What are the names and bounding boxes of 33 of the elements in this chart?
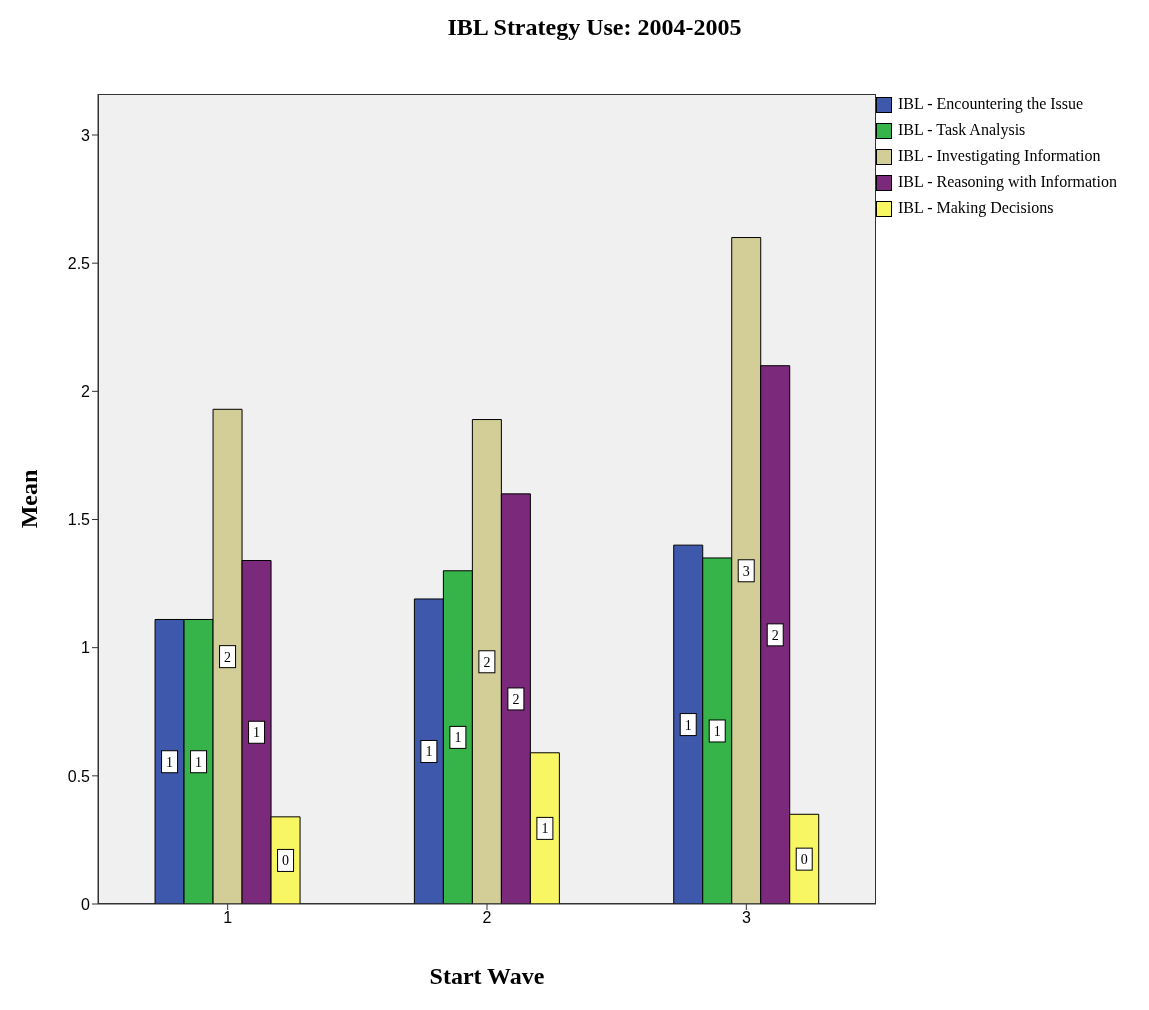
data-label: 0 — [282, 853, 290, 869]
x-tick-label: 1 — [223, 909, 233, 927]
data-label: 1 — [253, 725, 261, 741]
y-axis-title: Mean — [15, 469, 42, 529]
y-tick-label: 2 — [81, 383, 91, 401]
y-tick-label: 0.5 — [67, 767, 91, 785]
legend-label: IBL - Making Decisions — [898, 198, 1054, 218]
data-label: 2 — [771, 627, 779, 643]
x-axis-title: Start Wave — [429, 963, 545, 989]
data-label: 2 — [512, 691, 520, 707]
data-label: 1 — [195, 754, 203, 770]
x-tick-label: 2 — [482, 909, 492, 927]
data-label: 1 — [713, 723, 721, 739]
data-label: 1 — [454, 730, 462, 746]
legend-label: IBL - Encountering the Issue — [898, 94, 1084, 114]
data-label: 1 — [684, 717, 692, 733]
legend-label: IBL - Investigating Information — [898, 146, 1101, 166]
data-label: 1 — [425, 744, 433, 760]
y-tick-label: 1 — [81, 639, 91, 657]
legend-label: IBL - Reasoning with Information — [898, 172, 1117, 192]
data-label: 3 — [742, 563, 750, 579]
legend-label: IBL - Task Analysis — [898, 120, 1026, 140]
data-label: 1 — [166, 754, 174, 770]
data-label: 0 — [800, 852, 808, 868]
chart-title: IBL Strategy Use: 2004-2005 — [446, 13, 743, 42]
y-tick-label: 0 — [81, 895, 91, 913]
x-tick-label: 3 — [741, 909, 751, 927]
y-tick-label: 1.5 — [67, 511, 91, 529]
data-label: 2 — [483, 654, 491, 670]
data-label: 1 — [541, 821, 549, 837]
data-label: 2 — [224, 649, 232, 665]
y-tick-label: 2.5 — [67, 254, 91, 272]
y-tick-label: 3 — [81, 126, 91, 144]
